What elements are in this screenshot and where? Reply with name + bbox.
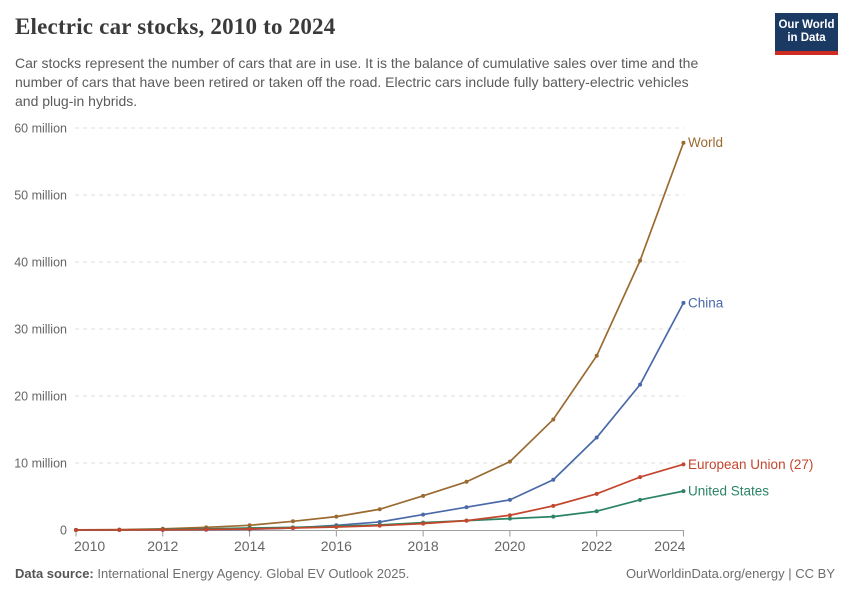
data-source-text: International Energy Agency. Global EV O… (97, 566, 410, 581)
x-axis-tick-label: 2012 (147, 538, 178, 554)
series-label-united-states[interactable]: United States (688, 484, 769, 499)
x-axis-tick-label: 2022 (581, 538, 612, 554)
data-point-world-2015[interactable] (290, 519, 295, 524)
data-point-china-2022[interactable] (594, 435, 599, 440)
subtitle-line: and plug-in hybrids. (15, 93, 138, 109)
data-point-european-union-27-2024[interactable] (681, 462, 686, 467)
data-source-label: Data source: (15, 566, 94, 581)
subtitle-line: Car stocks represent the number of cars … (15, 55, 699, 71)
data-point-european-union-27-2020[interactable] (507, 513, 512, 518)
owid-logo[interactable]: Our World in Data (775, 13, 838, 55)
data-point-united-states-2020[interactable] (507, 516, 512, 521)
data-point-china-2021[interactable] (551, 477, 556, 482)
data-point-united-states-2023[interactable] (638, 497, 643, 502)
series-label-world[interactable]: World (688, 135, 723, 150)
data-point-european-union-27-2018[interactable] (421, 521, 426, 526)
data-point-world-2024[interactable] (681, 140, 686, 145)
x-axis-tick-label: 2014 (234, 538, 265, 554)
x-axis-tick-label: 2010 (74, 538, 105, 554)
data-point-european-union-27-2014[interactable] (247, 526, 252, 531)
owid-logo-line2: in Data (787, 32, 826, 44)
data-point-european-union-27-2022[interactable] (594, 491, 599, 496)
data-point-united-states-2021[interactable] (551, 514, 556, 519)
data-point-european-union-27-2013[interactable] (204, 527, 209, 532)
data-point-world-2019[interactable] (464, 479, 469, 484)
y-axis-tick-label: 30 million (14, 323, 67, 337)
data-point-european-union-27-2011[interactable] (117, 527, 122, 532)
y-axis-tick-label: 60 million (14, 122, 67, 136)
data-point-european-union-27-2019[interactable] (464, 518, 469, 523)
data-point-european-union-27-2017[interactable] (377, 523, 382, 528)
series-line-china[interactable] (75, 302, 685, 531)
data-point-european-union-27-2012[interactable] (160, 527, 165, 532)
data-point-china-2019[interactable] (464, 505, 469, 510)
data-point-united-states-2024[interactable] (681, 489, 686, 494)
data-point-european-union-27-2015[interactable] (290, 525, 295, 530)
data-point-china-2018[interactable] (421, 512, 426, 517)
subtitle-line: number of cars that have been retired or… (15, 74, 689, 90)
series-label-european-union-27[interactable]: European Union (27) (688, 457, 813, 472)
y-axis-tick-label: 40 million (14, 256, 67, 270)
chart-footer: Data source: International Energy Agency… (15, 566, 835, 581)
data-point-china-2020[interactable] (507, 497, 512, 502)
data-point-european-union-27-2010[interactable] (74, 528, 78, 532)
y-axis-tick-label: 50 million (14, 189, 67, 203)
owid-license-link[interactable]: OurWorldinData.org/energy | CC BY (625, 566, 835, 581)
data-source: Data source: International Energy Agency… (15, 566, 409, 581)
data-point-china-2024[interactable] (681, 300, 686, 305)
chart-subtitle: Car stocks represent the number of cars … (15, 54, 760, 111)
data-point-european-union-27-2023[interactable] (638, 475, 643, 480)
data-point-world-2018[interactable] (421, 493, 426, 498)
data-point-world-2017[interactable] (377, 507, 382, 512)
y-axis-tick-label: 20 million (14, 390, 67, 404)
data-point-china-2023[interactable] (638, 382, 643, 387)
x-axis-tick-label: 2016 (321, 538, 352, 554)
data-point-united-states-2022[interactable] (594, 509, 599, 514)
x-axis-tick-label: 2024 (654, 538, 685, 554)
data-point-european-union-27-2021[interactable] (551, 503, 556, 508)
y-axis-tick-label: 0 (60, 524, 67, 538)
data-point-world-2023[interactable] (638, 258, 643, 263)
series-line-world[interactable] (75, 141, 685, 531)
y-axis-tick-label: 10 million (14, 457, 67, 471)
data-point-world-2022[interactable] (594, 353, 599, 358)
owid-logo-line1: Our World (778, 19, 835, 31)
series-label-china[interactable]: China (688, 295, 724, 310)
x-axis-tick-label: 2020 (494, 538, 525, 554)
data-point-world-2016[interactable] (334, 514, 339, 519)
x-axis-tick-label: 2018 (408, 538, 439, 554)
data-point-world-2020[interactable] (507, 459, 512, 464)
data-point-china-2017[interactable] (377, 519, 382, 524)
data-point-european-union-27-2016[interactable] (334, 524, 339, 529)
page-title: Electric car stocks, 2010 to 2024 (15, 14, 336, 39)
data-point-world-2021[interactable] (551, 417, 556, 422)
